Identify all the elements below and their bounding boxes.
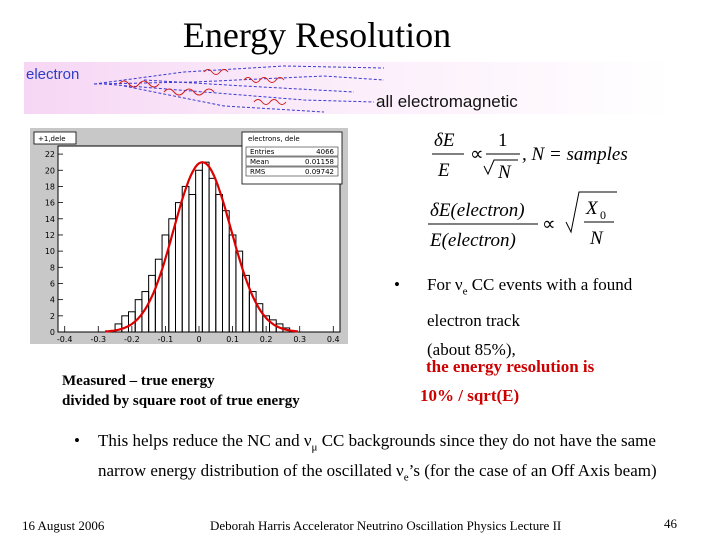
- hist-title: +1,dele: [38, 135, 66, 143]
- x-tick-label: 0.3: [293, 335, 306, 344]
- x-axis-ticks: -0.4 -0.3 -0.2 -0.1 0 0.1 0.2 0.3 0.4: [57, 326, 340, 344]
- gaussian-fit-curve: [104, 161, 299, 333]
- electron-shower-banner: [24, 62, 672, 114]
- x-tick-label: 0.4: [327, 335, 340, 344]
- bullet1-line1: For νe CC events with a found: [427, 275, 633, 298]
- resolution-highlight-1: the energy resolution is: [426, 357, 595, 376]
- bullet2-text: This helps reduce the NC and νμ CC backg…: [98, 431, 657, 484]
- f1-num: 1: [498, 130, 508, 151]
- plot-caption: Measured – true energy divided by square…: [62, 373, 300, 409]
- stat-name: RMS: [250, 168, 266, 176]
- stat-value: 4066: [316, 148, 334, 156]
- x-tick-label: 0.2: [260, 335, 273, 344]
- page-number: 46: [664, 516, 677, 531]
- y-tick-label: 8: [50, 263, 55, 272]
- y-tick-label: 0: [50, 328, 55, 337]
- f1-prop: ∝: [470, 144, 484, 165]
- stat-name: Mean: [250, 158, 269, 166]
- stat-title: electrons, dele: [248, 135, 300, 143]
- y-tick-label: 20: [45, 166, 55, 175]
- f2-rsub: 0: [600, 208, 606, 222]
- y-tick-label: 10: [45, 247, 55, 256]
- f2-den: E(electron): [429, 230, 516, 251]
- y-tick-label: 4: [50, 296, 55, 305]
- y-tick-label: 14: [45, 215, 55, 224]
- resolution-highlight-2: 10% / sqrt(E): [420, 386, 520, 405]
- footer-title: Deborah Harris Accelerator Neutrino Osci…: [210, 518, 562, 533]
- y-tick-label: 12: [45, 231, 55, 240]
- f2-rnum: X: [585, 198, 599, 219]
- stat-value: 0.09742: [305, 168, 334, 176]
- x-tick-label: 0.1: [226, 335, 239, 344]
- stat-row: [245, 166, 339, 177]
- stat-rows: Entries 4066 Mean 0.01158 RMS 0.09742: [245, 146, 339, 177]
- slide-title: Energy Resolution: [182, 15, 452, 55]
- y-tick-label: 16: [45, 199, 55, 208]
- hist-title-box: [33, 131, 77, 145]
- banner-label: electron: [26, 66, 80, 83]
- banner-caption: all electromagnetic: [376, 92, 518, 111]
- y-tick-label: 18: [45, 182, 55, 191]
- footer-date: 16 August 2006: [22, 518, 105, 533]
- bullet-dot: •: [394, 275, 400, 294]
- resolution-formulas: δE E ∝ 1 N , N = samples δE(electron) E(…: [428, 130, 628, 251]
- f2-num: δE(electron): [430, 200, 525, 221]
- x-tick-label: -0.3: [90, 335, 106, 344]
- shower-tracks-graphic: [93, 65, 385, 113]
- x-tick-label: -0.4: [57, 335, 73, 344]
- bullet1-line3: (about 85%),: [427, 340, 516, 360]
- bullet-dot: •: [74, 431, 80, 450]
- f2-rden: N: [589, 228, 604, 249]
- f2-prop: ∝: [542, 214, 556, 235]
- f1-lhs-den: E: [437, 160, 450, 181]
- f1-den: N: [497, 162, 512, 183]
- stat-row: [245, 146, 339, 157]
- f1-lhs-num: δE: [434, 130, 455, 151]
- y-tick-label: 2: [50, 312, 55, 321]
- stat-name: Entries: [250, 148, 275, 156]
- f1-tail: , N = samples: [522, 144, 628, 165]
- y-axis-ticks: 0 2 4 6 8 10 12 14 16 18 20 22: [45, 150, 63, 337]
- stat-value: 0.01158: [305, 158, 334, 166]
- histogram-plot: +1,dele electrons, dele Entries 4066 Mean 0…: [33, 131, 343, 344]
- bullet1-line2: electron track: [427, 311, 520, 331]
- stat-row: [245, 156, 339, 167]
- x-tick-label: -0.1: [158, 335, 174, 344]
- x-tick-label: 0: [196, 335, 201, 344]
- y-tick-label: 22: [45, 150, 55, 159]
- x-tick-label: -0.2: [124, 335, 140, 344]
- y-tick-label: 6: [50, 279, 55, 288]
